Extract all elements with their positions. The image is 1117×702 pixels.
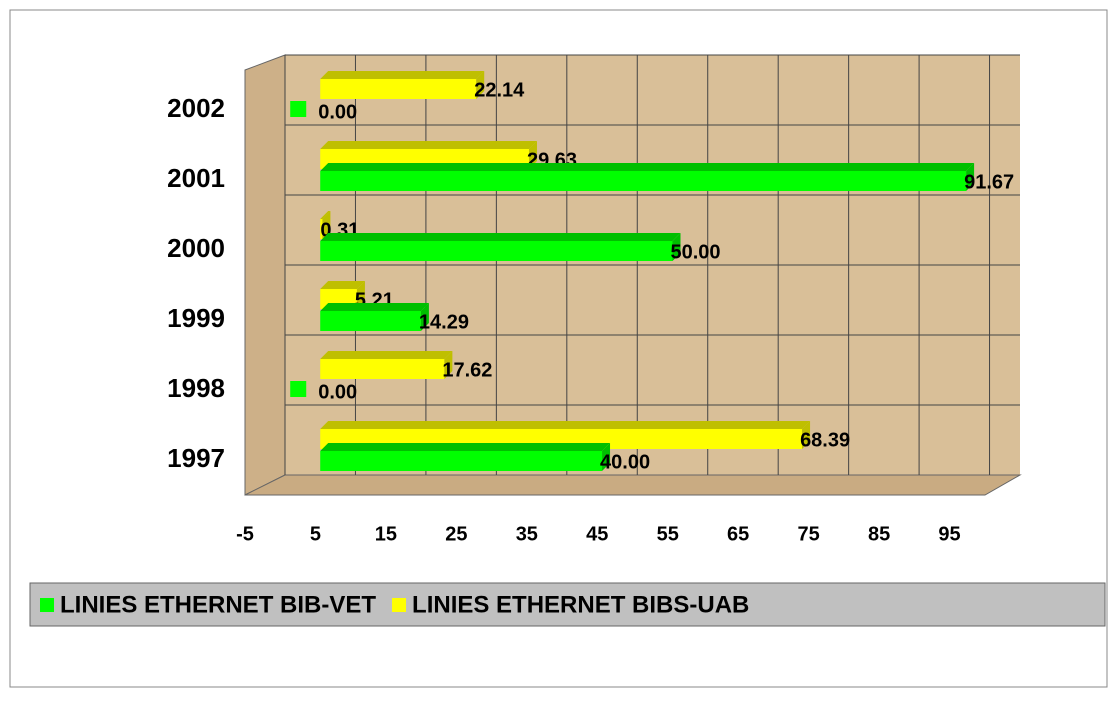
legend-swatch — [392, 598, 407, 612]
x-tick-label: 75 — [798, 523, 820, 545]
bar-side — [602, 443, 611, 471]
y-tick-label: 2000 — [167, 233, 225, 263]
legend — [29, 582, 1106, 627]
x-tick-label: 65 — [727, 523, 749, 545]
bar-side — [672, 233, 681, 261]
x-tick-label: 45 — [586, 523, 608, 545]
bar-side — [356, 281, 365, 309]
bar-side — [802, 421, 811, 449]
x-tick-label: -5 — [236, 523, 254, 545]
x-tick-label: 35 — [516, 523, 538, 545]
x-tick-label: 25 — [445, 523, 467, 545]
y-tick-label: 1998 — [167, 373, 225, 403]
bar-side — [476, 71, 485, 99]
x-tick-label: 5 — [310, 523, 321, 545]
y-tick-label: 2001 — [167, 163, 225, 193]
x-tick-label: 95 — [938, 523, 960, 545]
y-tick-label: 1997 — [167, 443, 225, 473]
value-label: 50.00 — [671, 241, 721, 263]
bar-top — [320, 211, 331, 219]
bar — [320, 359, 445, 379]
x-tick-label: 55 — [657, 523, 679, 545]
value-label: 0.00 — [318, 381, 357, 403]
bar — [320, 241, 673, 261]
bar-top — [320, 233, 681, 241]
bar-side — [528, 141, 537, 169]
bar-top — [320, 141, 537, 149]
bar-top — [320, 443, 611, 451]
x-tick-label: 85 — [868, 523, 890, 545]
bar — [320, 79, 477, 99]
bar — [320, 219, 323, 239]
bar — [290, 381, 307, 397]
bar — [320, 311, 421, 331]
y-tick-label: 2002 — [167, 93, 225, 123]
bar-top — [320, 163, 975, 171]
value-label: 0.00 — [318, 101, 357, 123]
floor — [244, 474, 1022, 496]
legend-label: LINIES ETHERNET BIB-VET — [60, 591, 376, 618]
bar — [320, 171, 967, 191]
side-wall — [244, 54, 286, 496]
value-label: 17.62 — [442, 359, 492, 381]
y-tick-label: 1999 — [167, 303, 225, 333]
value-label: 91.67 — [964, 171, 1014, 193]
bar-top — [320, 281, 365, 289]
value-label: 40.00 — [600, 451, 650, 473]
bar-top — [320, 303, 429, 311]
x-tick-label: 15 — [375, 523, 397, 545]
bar-top — [320, 351, 453, 359]
legend-swatch — [40, 598, 54, 612]
value-label: 22.14 — [474, 79, 525, 101]
bar-side — [966, 163, 975, 191]
value-label: 68.39 — [800, 429, 850, 451]
bar-top — [320, 421, 811, 429]
value-label: 14.29 — [419, 311, 469, 333]
bar-side — [322, 211, 331, 239]
bar — [290, 101, 307, 117]
bar-top — [320, 71, 485, 79]
bar-side — [444, 351, 453, 379]
bar — [320, 451, 603, 471]
legend-label: LINIES ETHERNET BIBS-UAB — [412, 591, 749, 618]
bar-side — [420, 303, 429, 331]
